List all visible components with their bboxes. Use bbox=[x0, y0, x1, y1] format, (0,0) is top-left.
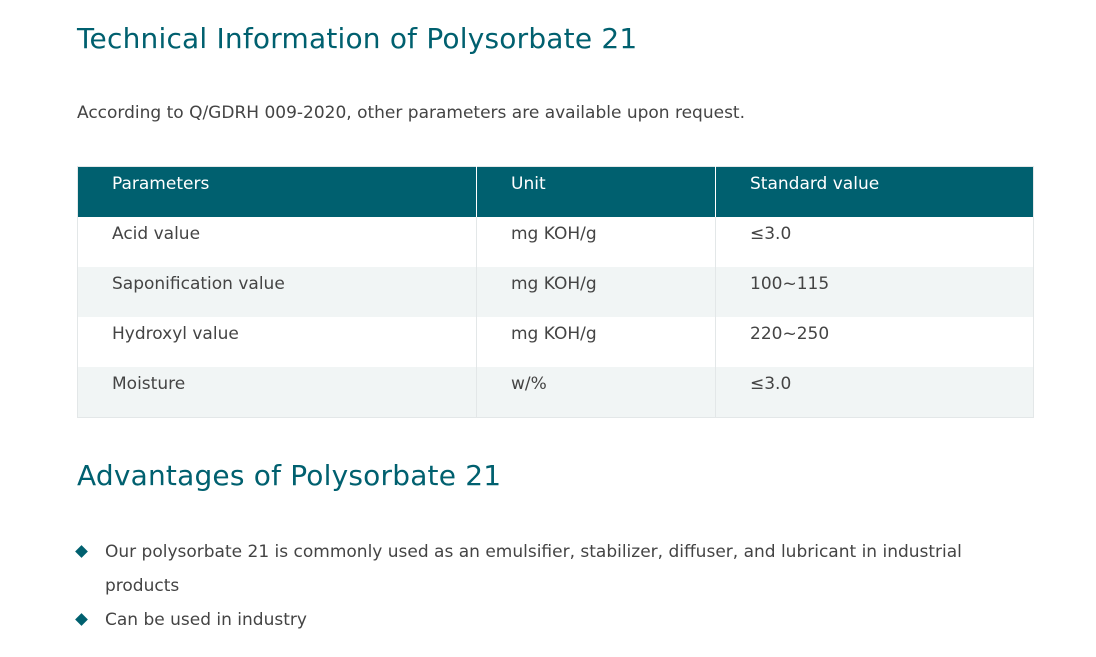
cell-parameter: Acid value bbox=[77, 217, 477, 267]
advantages-list: Our polysorbate 21 is commonly used as a… bbox=[75, 535, 1007, 637]
diamond-bullet-icon bbox=[75, 613, 88, 626]
table-row: Moisture w/% ≤3.0 bbox=[77, 367, 1034, 418]
technical-info-intro: According to Q/GDRH 009-2020, other para… bbox=[77, 103, 745, 123]
advantages-heading: Advantages of Polysorbate 21 bbox=[77, 459, 502, 492]
parameters-table: Parameters Unit Standard value Acid valu… bbox=[77, 166, 1034, 418]
list-item: Our polysorbate 21 is commonly used as a… bbox=[75, 535, 1007, 603]
cell-standard-value: ≤3.0 bbox=[715, 217, 1034, 267]
cell-parameter: Hydroxyl value bbox=[77, 317, 477, 367]
diamond-bullet-icon bbox=[75, 545, 88, 558]
list-item: Can be used in industry bbox=[75, 603, 1007, 637]
cell-standard-value: 100~115 bbox=[715, 267, 1034, 317]
table-header-row: Parameters Unit Standard value bbox=[77, 166, 1034, 217]
table-row: Acid value mg KOH/g ≤3.0 bbox=[77, 217, 1034, 267]
table-row: Hydroxyl value mg KOH/g 220~250 bbox=[77, 317, 1034, 367]
header-standard-value: Standard value bbox=[715, 166, 1034, 217]
header-parameters: Parameters bbox=[77, 166, 477, 217]
table-row: Saponification value mg KOH/g 100~115 bbox=[77, 267, 1034, 317]
technical-info-heading: Technical Information of Polysorbate 21 bbox=[77, 22, 638, 55]
cell-unit: w/% bbox=[476, 367, 716, 418]
cell-parameter: Moisture bbox=[77, 367, 477, 418]
list-item-text: Our polysorbate 21 is commonly used as a… bbox=[105, 542, 962, 596]
cell-unit: mg KOH/g bbox=[476, 217, 716, 267]
cell-standard-value: 220~250 bbox=[715, 317, 1034, 367]
cell-standard-value: ≤3.0 bbox=[715, 367, 1034, 418]
cell-parameter: Saponification value bbox=[77, 267, 477, 317]
cell-unit: mg KOH/g bbox=[476, 267, 716, 317]
list-item-text: Can be used in industry bbox=[105, 610, 307, 630]
header-unit: Unit bbox=[476, 166, 716, 217]
cell-unit: mg KOH/g bbox=[476, 317, 716, 367]
